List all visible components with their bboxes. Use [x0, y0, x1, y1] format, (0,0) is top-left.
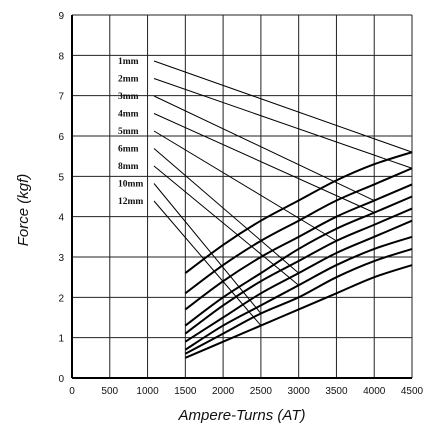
x-tick-label: 0 [69, 386, 75, 397]
series-leader-8mm [153, 165, 299, 286]
series-line-1mm [184, 151, 413, 274]
series-leader-3mm [153, 95, 375, 201]
x-tick-label: 4500 [401, 386, 424, 397]
series-label-6mm: 6mm [118, 145, 139, 155]
y-tick-label: 3 [58, 253, 64, 264]
x-tick-label: 4000 [363, 386, 386, 397]
x-tick-label: 3000 [288, 386, 311, 397]
tick-labels: 0 500 1000 1500 2000 2500 3000 3500 4000 4500 0 1 2 3… [58, 11, 423, 397]
x-tick-label: 2000 [212, 386, 235, 397]
series-leader-12mm [153, 200, 262, 326]
series-label-3mm: 3mm [118, 92, 139, 102]
y-tick-label: 2 [58, 293, 64, 304]
series-leader-2mm [153, 78, 413, 169]
series-line-5mm [184, 207, 413, 335]
series-line-6mm [184, 219, 413, 343]
axes [71, 15, 412, 379]
y-tick-label: 0 [58, 374, 64, 385]
series-leader-6mm [153, 148, 299, 274]
y-tick-label: 6 [58, 132, 64, 143]
series-label-10mm: 10mm [118, 180, 143, 190]
x-tick-label: 2500 [250, 386, 273, 397]
series-line-10mm [184, 247, 413, 355]
series-label-12mm: 12mm [118, 197, 143, 207]
x-tick-label: 1500 [174, 386, 197, 397]
x-tick-label: 500 [101, 386, 118, 397]
x-tick-label: 3500 [325, 386, 348, 397]
series-labels: 1mm 2mm 3mm 4mm 5mm 6mm 8mm 10mm 12mm [118, 57, 413, 326]
series-line-12mm [184, 264, 413, 359]
grid-lines [72, 14, 413, 378]
series-line-2mm [184, 167, 413, 295]
x-tick-label: 1000 [136, 386, 159, 397]
series-leader-5mm [153, 130, 337, 242]
y-tick-label: 9 [58, 11, 64, 22]
y-tick-label: 5 [58, 172, 64, 183]
series-label-2mm: 2mm [118, 75, 139, 85]
y-tick-label: 7 [58, 92, 64, 103]
y-tick-label: 4 [58, 213, 64, 224]
series-label-4mm: 4mm [118, 110, 139, 120]
series-leader-4mm [153, 113, 375, 214]
series-label-8mm: 8mm [118, 162, 139, 172]
series-line-8mm [184, 235, 413, 351]
series-leader-10mm [153, 183, 262, 314]
series-label-1mm: 1mm [118, 57, 139, 67]
y-axis-title: Force (kgf) [15, 174, 32, 247]
y-tick-label: 8 [58, 51, 64, 62]
y-tick-label: 1 [58, 334, 64, 345]
x-axis-title: Ampere-Turns (AT) [178, 407, 306, 424]
series-leader-1mm [153, 60, 413, 153]
series-label-5mm: 5mm [118, 127, 139, 137]
